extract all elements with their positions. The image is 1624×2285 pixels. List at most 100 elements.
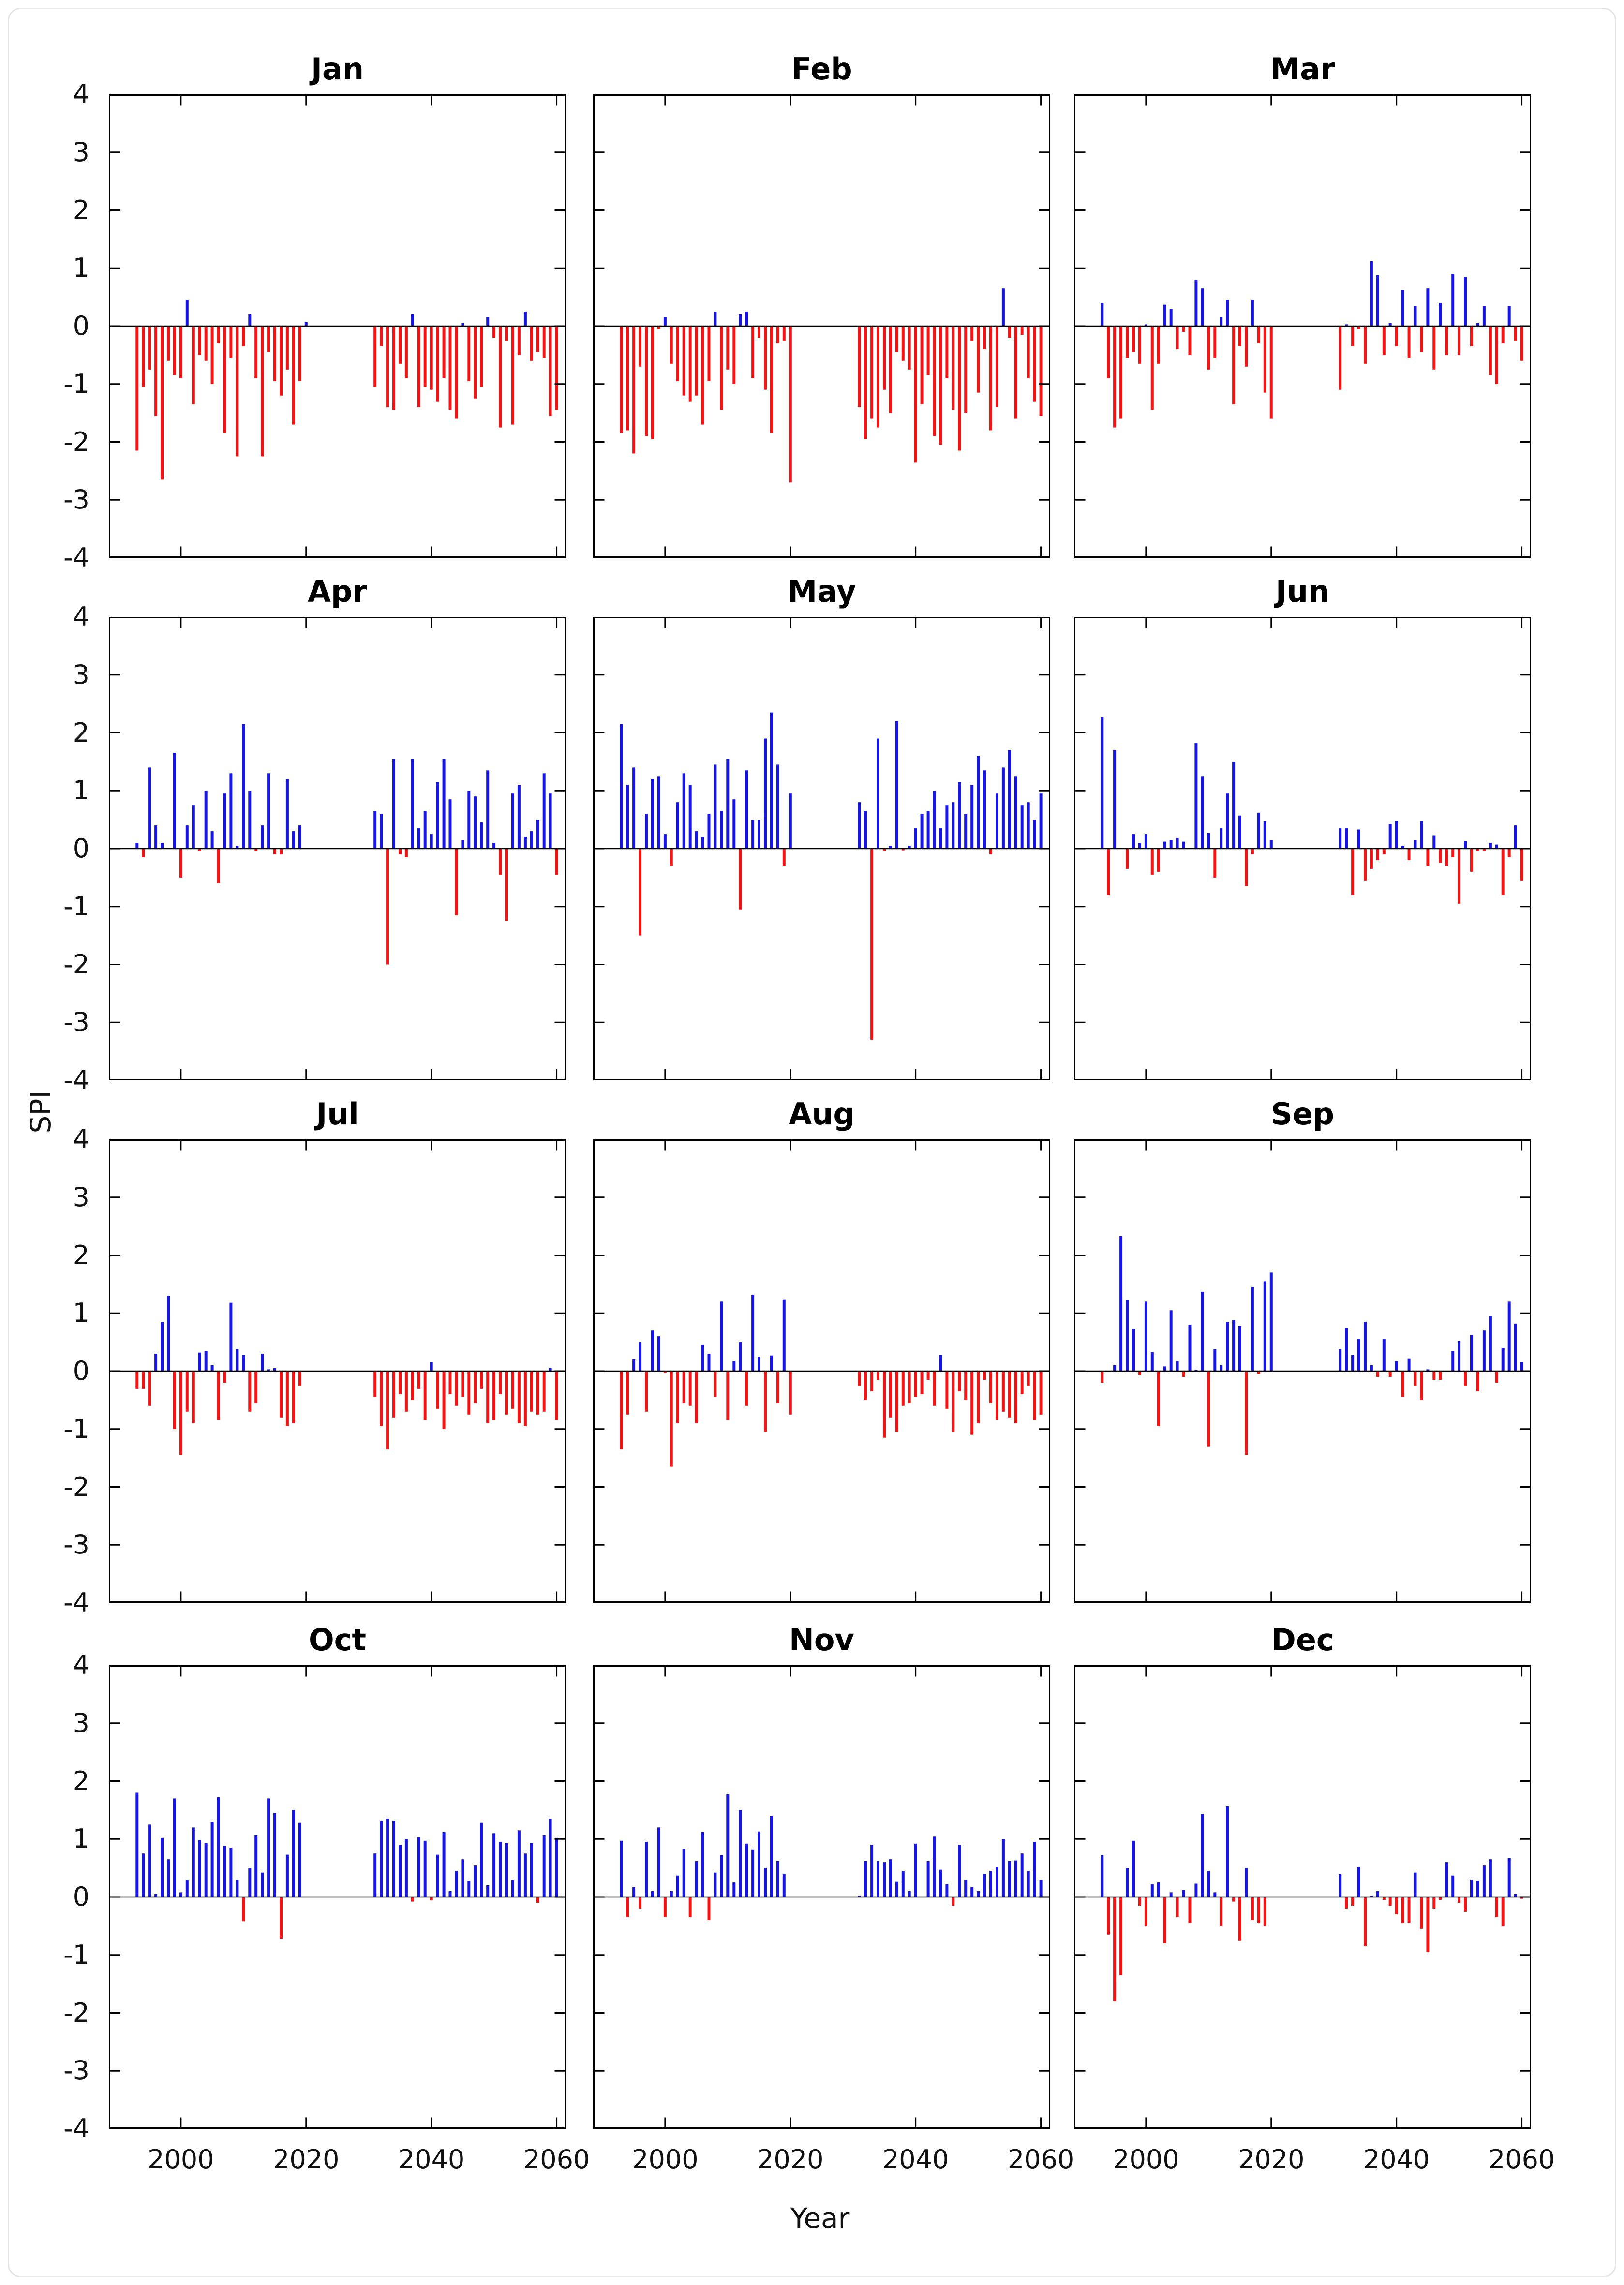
spi-bar-positive — [1176, 838, 1179, 849]
spi-bar-positive — [1163, 1366, 1166, 1371]
spi-bar-negative — [1107, 326, 1110, 378]
spi-bar-negative — [626, 1371, 629, 1415]
spi-bar-negative — [958, 1371, 961, 1391]
spi-bar-positive — [1376, 275, 1379, 326]
spi-bar-negative — [399, 849, 402, 854]
spi-bar-positive — [1489, 843, 1492, 849]
spi-bar-positive — [1001, 288, 1005, 326]
spi-bar-positive — [745, 1843, 748, 1897]
spi-bar-negative — [1420, 326, 1423, 352]
spi-bar-positive — [1426, 1369, 1430, 1371]
spi-bar-negative — [657, 326, 660, 329]
spi-bar-negative — [1188, 1897, 1192, 1923]
spi-bar-negative — [914, 326, 917, 463]
spi-bar-positive — [1401, 290, 1404, 326]
spi-bar-positive — [1382, 1339, 1386, 1371]
spi-bar-negative — [179, 849, 182, 878]
spi-bar-positive — [380, 814, 383, 849]
x-tick-label: 2040 — [1363, 2144, 1430, 2175]
spi-bar-positive — [1194, 1883, 1198, 1897]
spi-bar-negative — [1420, 1371, 1423, 1400]
spi-bar-positive — [739, 1342, 742, 1371]
spi-bar-negative — [864, 326, 867, 439]
spi-bar-negative — [926, 1371, 930, 1380]
spi-bar-negative — [254, 326, 258, 378]
x-axis-label: Year — [790, 2202, 850, 2235]
spi-bar-negative — [1376, 849, 1379, 860]
spi-bar-negative — [1257, 1371, 1260, 1374]
spi-bar-positive — [739, 1810, 742, 1897]
spi-bar-negative — [908, 326, 911, 370]
spi-bar-positive — [657, 776, 660, 849]
spi-bar-negative — [1364, 1897, 1367, 1946]
spi-bar-positive — [632, 1359, 636, 1371]
spi-bar-positive — [1370, 261, 1373, 326]
subplot-jul: Jul — [109, 1096, 566, 1603]
spi-bar-positive — [304, 322, 308, 326]
spi-bar-positive — [1014, 776, 1017, 849]
spi-bar-positive — [223, 1846, 226, 1897]
spi-bar-negative — [430, 1897, 433, 1901]
spi-bar-positive — [1345, 828, 1348, 849]
spi-bar-negative — [505, 1371, 508, 1415]
spi-bar-positive — [639, 1342, 642, 1371]
spi-bar-positive — [499, 1842, 502, 1897]
spi-bar-positive — [1401, 846, 1404, 849]
spi-bar-positive — [782, 1299, 786, 1371]
spi-bar-positive — [1238, 815, 1241, 849]
spi-bar-negative — [996, 1371, 998, 1420]
spi-bar-negative — [536, 326, 539, 352]
spi-bar-negative — [663, 1371, 667, 1373]
spi-bar-positive — [864, 1861, 867, 1897]
spi-bar-positive — [726, 759, 730, 849]
spi-bar-negative — [1401, 1897, 1404, 1923]
spi-bar-positive — [461, 1859, 464, 1897]
spi-bar-negative — [448, 326, 452, 410]
spi-bar-positive — [670, 1891, 673, 1897]
spi-bar-negative — [870, 326, 874, 419]
bar-plot — [109, 94, 566, 558]
spi-bar-negative — [764, 1371, 767, 1432]
spi-bar-positive — [964, 814, 968, 849]
spi-bar-negative — [549, 326, 552, 416]
spi-bar-negative — [430, 326, 433, 390]
spi-bar-positive — [1201, 776, 1204, 849]
spi-bar-negative — [1401, 1371, 1404, 1397]
y-tick-label: -3 — [63, 484, 89, 515]
spi-bar-positive — [945, 805, 949, 849]
spi-bar-positive — [1027, 1871, 1030, 1897]
spi-bar-positive — [1169, 1892, 1173, 1897]
spi-bar-positive — [1414, 1872, 1417, 1897]
spi-bar-positive — [1213, 1892, 1217, 1897]
spi-bar-positive — [442, 1832, 446, 1897]
spi-bar-negative — [977, 326, 980, 393]
spi-bar-positive — [726, 1794, 730, 1897]
spi-bar-positive — [1213, 1349, 1217, 1371]
spi-bar-negative — [1176, 1897, 1179, 1917]
spi-bar-negative — [373, 326, 377, 387]
bar-plot — [1074, 617, 1531, 1080]
subplot-sep: Sep — [1074, 1096, 1531, 1603]
spi-bar-negative — [280, 849, 283, 854]
spi-bar-positive — [1238, 1326, 1241, 1371]
spi-bar-positive — [455, 1871, 458, 1897]
spi-bar-positive — [1020, 805, 1024, 849]
spi-bar-negative — [1126, 326, 1129, 358]
spi-bar-negative — [404, 326, 408, 378]
spi-bar-negative — [455, 326, 458, 419]
spi-bar-positive — [1263, 1281, 1266, 1371]
spi-bar-negative — [404, 1371, 408, 1412]
spi-bar-negative — [908, 1371, 911, 1403]
spi-bar-negative — [1432, 1897, 1436, 1909]
spi-bar-negative — [173, 326, 176, 375]
spi-bar-positive — [1395, 1361, 1398, 1371]
spi-bar-negative — [261, 326, 264, 457]
spi-bar-positive — [1251, 1287, 1254, 1371]
spi-bar-positive — [148, 767, 151, 849]
spi-bar-positive — [989, 1871, 992, 1897]
spi-bar-positive — [198, 1352, 201, 1371]
bar-plot — [109, 1665, 566, 2129]
subplot-title: Jul — [316, 1096, 359, 1132]
spi-bar-positive — [417, 828, 420, 849]
spi-bar-negative — [480, 1371, 483, 1389]
